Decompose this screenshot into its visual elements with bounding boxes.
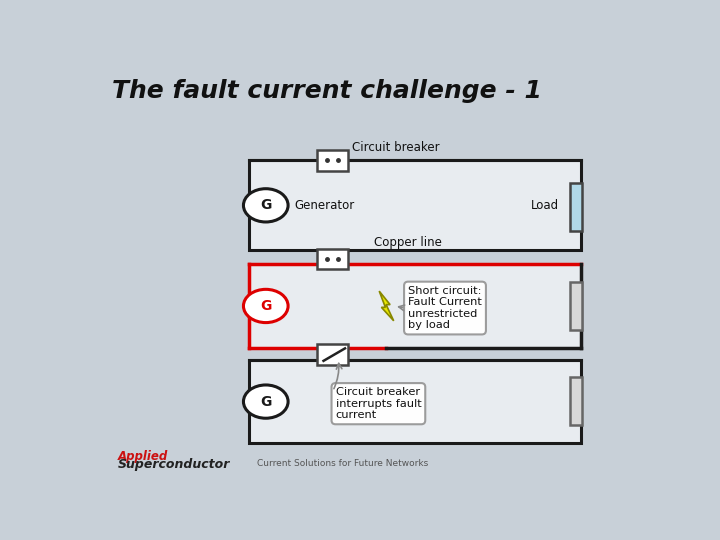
FancyBboxPatch shape — [249, 265, 581, 348]
Text: The fault current challenge - 1: The fault current challenge - 1 — [112, 79, 542, 103]
Text: Short circuit:
Fault Current
unrestricted
by load: Short circuit: Fault Current unrestricte… — [408, 286, 482, 330]
Polygon shape — [379, 291, 394, 321]
FancyBboxPatch shape — [318, 344, 348, 365]
FancyBboxPatch shape — [570, 183, 582, 231]
Text: G: G — [260, 299, 271, 313]
Text: Applied: Applied — [118, 450, 168, 463]
Text: Load: Load — [531, 199, 559, 212]
Text: Circuit breaker: Circuit breaker — [352, 141, 440, 154]
FancyBboxPatch shape — [570, 282, 582, 329]
FancyBboxPatch shape — [249, 360, 581, 443]
Circle shape — [243, 289, 288, 322]
Text: G: G — [260, 395, 271, 409]
Circle shape — [243, 188, 288, 222]
Text: Current Solutions for Future Networks: Current Solutions for Future Networks — [258, 458, 428, 468]
FancyBboxPatch shape — [318, 150, 348, 171]
FancyBboxPatch shape — [318, 248, 348, 269]
Text: Circuit breaker
interrupts fault
current: Circuit breaker interrupts fault current — [336, 387, 421, 420]
Circle shape — [243, 385, 288, 418]
Text: Superconductor: Superconductor — [118, 458, 230, 471]
Text: Generator: Generator — [294, 199, 355, 212]
Text: G: G — [260, 198, 271, 212]
FancyBboxPatch shape — [570, 377, 582, 426]
FancyBboxPatch shape — [249, 160, 581, 250]
Text: Copper line: Copper line — [374, 236, 442, 249]
